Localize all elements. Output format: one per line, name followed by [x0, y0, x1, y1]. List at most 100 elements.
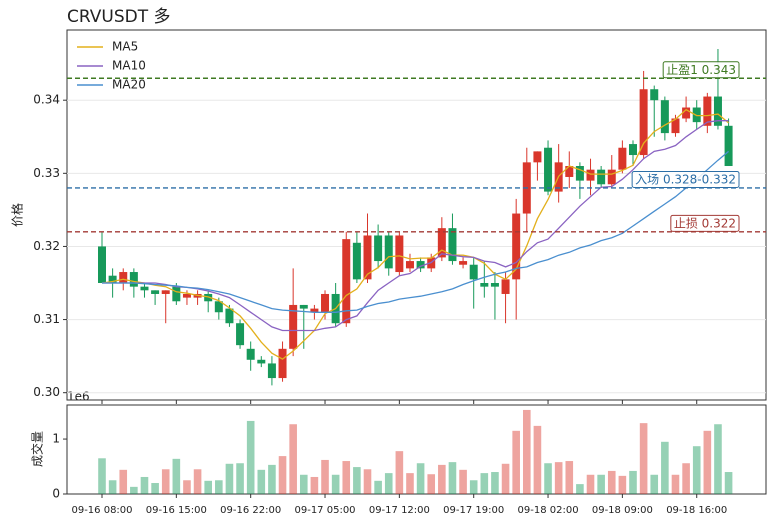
ma-line	[101, 108, 730, 360]
volume-axis-label: 成交量	[30, 431, 45, 467]
volume-bar	[384, 473, 393, 494]
level-label: 入场 0.328-0.332	[631, 170, 740, 188]
candle-body	[713, 96, 722, 126]
candle-body	[225, 308, 234, 324]
candle-body	[565, 166, 574, 177]
volume-bar	[607, 470, 616, 494]
candle-body	[639, 89, 648, 156]
volume-bar	[692, 446, 701, 494]
volume-tick-label: 0	[52, 487, 60, 501]
volume-bar	[278, 456, 287, 494]
candle-body	[299, 304, 308, 309]
y-tick-label: 0.30	[33, 385, 60, 399]
volume-bar	[183, 480, 191, 494]
volume-bar	[310, 476, 319, 494]
candle-body	[236, 323, 245, 346]
y-tick-label: 0.33	[33, 166, 60, 180]
candle-body	[161, 290, 170, 294]
candle-body	[682, 107, 691, 119]
candle-body	[98, 246, 106, 284]
candle-body	[437, 228, 446, 258]
volume-tick-label: 1	[52, 432, 60, 446]
volume-bar	[161, 469, 170, 494]
volume-bar	[618, 475, 627, 494]
volume-bar	[565, 461, 574, 494]
legend-label: MA5	[112, 40, 138, 54]
volume-bar	[406, 473, 414, 494]
candle-body	[278, 348, 287, 379]
volume-bar	[257, 469, 266, 494]
candle-body	[575, 166, 584, 181]
candle-body	[151, 290, 160, 294]
candle-body	[108, 275, 117, 284]
volume-bar	[639, 423, 648, 494]
volume-bar	[682, 463, 690, 494]
volume-bar	[321, 459, 329, 494]
candle-body	[480, 283, 489, 287]
level-label-box	[631, 170, 740, 188]
candle-body	[204, 293, 213, 302]
volume-bar	[204, 480, 212, 494]
volume-bar	[299, 474, 308, 494]
candle-body	[257, 359, 266, 364]
level-label-text: 止损 0.322	[674, 216, 736, 230]
candle-body	[374, 235, 383, 262]
ma-line	[102, 120, 729, 332]
candle-body	[459, 261, 468, 265]
legend-label: MA20	[112, 78, 146, 92]
volume-bar	[395, 451, 404, 494]
x-tick-label: 09-16 15:00	[146, 505, 207, 516]
candle-body	[129, 272, 138, 287]
y-tick-label: 0.34	[33, 93, 60, 107]
plot-frame	[66, 29, 767, 401]
volume-bar	[416, 463, 425, 494]
candle-body	[724, 125, 733, 167]
candle-body	[416, 261, 425, 269]
x-tick-label: 09-17 12:00	[369, 505, 430, 516]
volume-bar	[629, 470, 637, 494]
candle-body	[395, 235, 404, 273]
volume-bar	[236, 463, 244, 494]
candle-body	[352, 242, 361, 280]
volume-frame	[66, 404, 767, 495]
candle-body	[607, 169, 616, 185]
candle-body	[629, 144, 637, 156]
level-label-text: 入场 0.328-0.332	[635, 172, 736, 186]
level-label-box	[662, 61, 740, 79]
volume-bar	[246, 420, 255, 494]
candle-body	[384, 235, 393, 269]
volume-bar	[501, 463, 510, 494]
candle-body	[469, 264, 478, 280]
volume-bar	[215, 480, 223, 494]
x-tick-label: 09-17 19:00	[443, 505, 504, 516]
volume-bar	[480, 473, 489, 494]
candle-body	[544, 147, 553, 192]
candle-body	[267, 363, 276, 379]
candle-body	[246, 348, 255, 360]
candle-body	[501, 279, 510, 294]
x-tick-label: 09-16 08:00	[71, 505, 132, 516]
volume-bar	[597, 474, 605, 494]
y-tick-label: 0.32	[33, 239, 60, 253]
candle-body	[310, 308, 319, 313]
volume-bar	[586, 474, 595, 494]
candle-body	[363, 235, 372, 280]
candle-body	[140, 286, 149, 291]
volume-bar	[108, 480, 117, 494]
volume-bar	[448, 462, 457, 494]
x-tick-label: 09-17 05:00	[294, 505, 355, 516]
candle-body	[597, 169, 606, 185]
x-tick-label: 09-18 09:00	[592, 505, 653, 516]
volume-bar	[225, 463, 234, 494]
candle-body	[448, 228, 457, 262]
y-axis-label: 价格	[10, 203, 25, 227]
volume-bar	[671, 474, 680, 494]
candle-body	[405, 261, 414, 269]
volume-bar	[151, 483, 159, 494]
volume-bar	[98, 458, 106, 494]
legend-label: MA10	[112, 59, 146, 73]
volume-bar	[512, 430, 520, 494]
volume-bar	[459, 469, 467, 494]
ma-line	[102, 150, 730, 313]
volume-bar	[650, 474, 659, 494]
